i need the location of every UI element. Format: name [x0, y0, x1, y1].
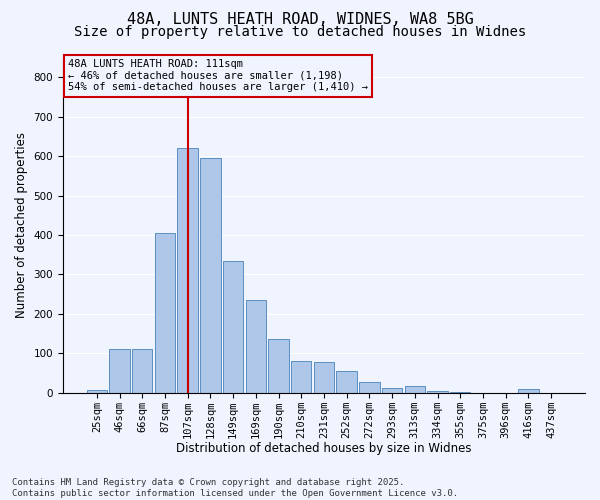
Text: Contains HM Land Registry data © Crown copyright and database right 2025.
Contai: Contains HM Land Registry data © Crown c…	[12, 478, 458, 498]
Bar	[314, 362, 334, 392]
Bar	[223, 260, 244, 392]
Text: 48A, LUNTS HEATH ROAD, WIDNES, WA8 5BG: 48A, LUNTS HEATH ROAD, WIDNES, WA8 5BG	[127, 12, 473, 28]
Bar	[359, 382, 380, 392]
Bar	[404, 386, 425, 392]
Bar	[382, 388, 403, 392]
Bar	[268, 340, 289, 392]
Bar	[291, 361, 311, 392]
Bar	[86, 390, 107, 392]
Y-axis label: Number of detached properties: Number of detached properties	[15, 132, 28, 318]
Bar	[155, 233, 175, 392]
Bar	[109, 350, 130, 393]
Bar	[245, 300, 266, 392]
Bar	[132, 350, 152, 393]
Text: 48A LUNTS HEATH ROAD: 111sqm
← 46% of detached houses are smaller (1,198)
54% of: 48A LUNTS HEATH ROAD: 111sqm ← 46% of de…	[68, 59, 368, 92]
Bar	[337, 371, 357, 392]
Bar	[178, 148, 198, 392]
X-axis label: Distribution of detached houses by size in Widnes: Distribution of detached houses by size …	[176, 442, 472, 455]
Bar	[427, 390, 448, 392]
Bar	[200, 158, 221, 392]
Text: Size of property relative to detached houses in Widnes: Size of property relative to detached ho…	[74, 25, 526, 39]
Bar	[518, 389, 539, 392]
